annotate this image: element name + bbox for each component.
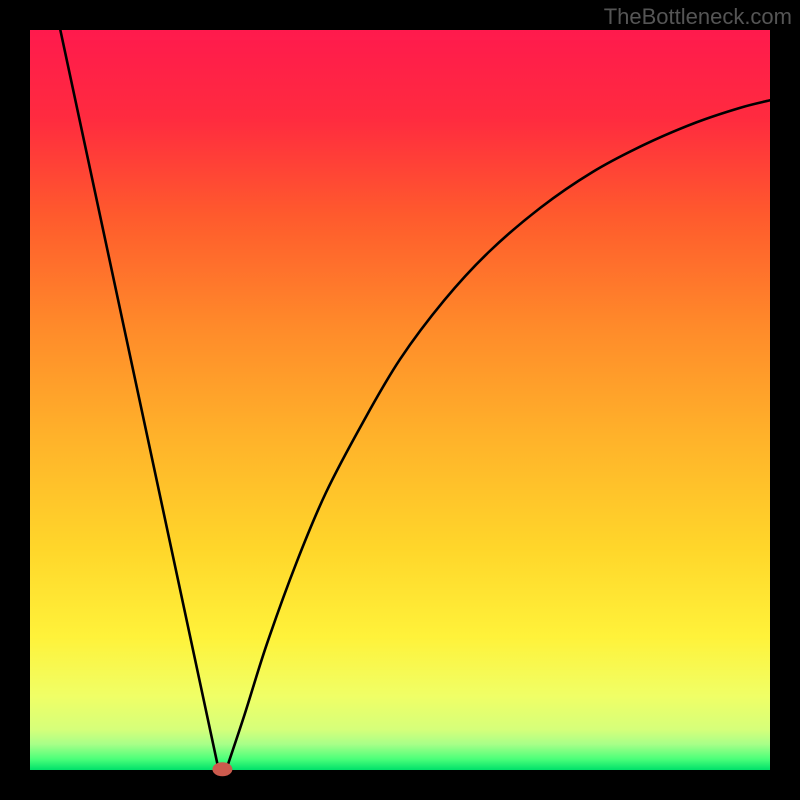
- figure-container: TheBottleneck.com: [0, 0, 800, 800]
- watermark-label: TheBottleneck.com: [604, 4, 792, 30]
- chart-svg: [0, 0, 800, 800]
- bottleneck-marker: [212, 762, 232, 776]
- plot-area: [30, 30, 770, 770]
